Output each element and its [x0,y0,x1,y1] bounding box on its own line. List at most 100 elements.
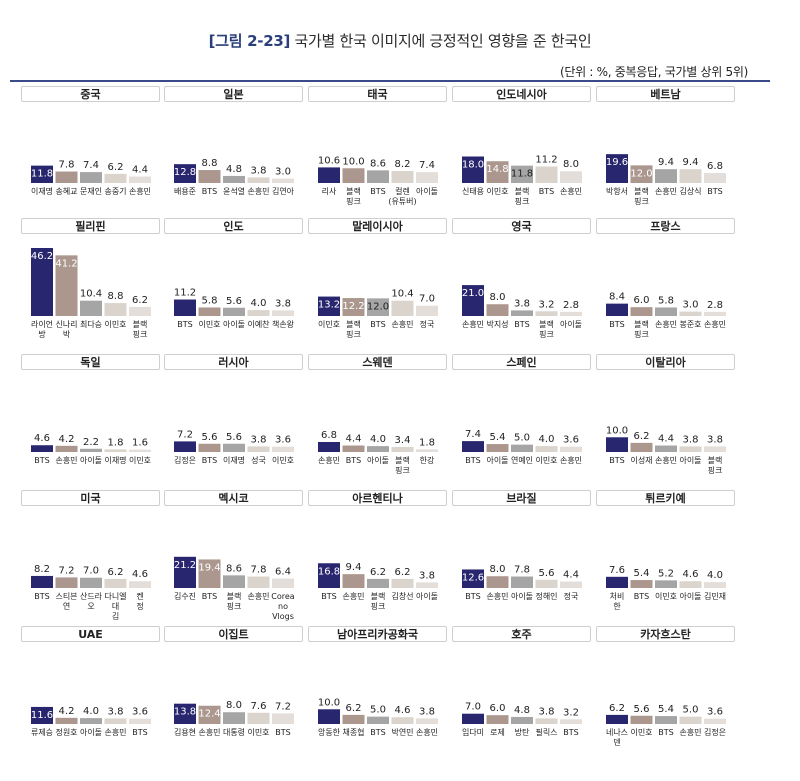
value-label: 14.8 [486,164,508,175]
panel-title: 스웨덴 [308,354,447,370]
bar [272,310,294,316]
panel-title: 인도네시아 [452,86,591,102]
category-label: 한강 [420,455,435,465]
bar [655,580,677,588]
bar [198,307,221,316]
value-label: 5.4 [634,568,650,579]
bar [560,719,582,724]
value-label: 7.0 [419,294,435,305]
value-label: 7.2 [275,701,291,712]
category-label: BTS [514,320,529,329]
bar [104,449,127,452]
value-label: 4.6 [34,433,50,444]
value-label: 7.4 [419,160,435,171]
category-label: 박연민 [391,727,413,737]
value-label: 7.4 [83,160,99,171]
category-label: 손흥민 [462,319,484,329]
bar [80,172,102,183]
panel-title: 영국 [452,218,591,234]
bar [655,445,677,452]
figure-label: [그림 2-23] [208,32,291,50]
bar [535,311,558,316]
category-label: 김용현 [174,727,196,737]
value-label: 5.8 [202,295,218,306]
category-label: 박항서 [606,186,628,196]
category-label: 이민호 [655,591,677,601]
bar [129,449,151,452]
bar [391,578,414,588]
bar [486,444,509,452]
bar [342,445,365,452]
value-label: 2.2 [83,437,99,448]
category-label: 이재명 [31,186,53,196]
bar [318,709,340,724]
bar [198,559,221,588]
bar [80,300,102,316]
bar [31,445,53,452]
value-label: 8.0 [490,564,506,575]
header-rule [10,80,770,82]
category-label: 책손왕 [272,319,295,329]
bar [55,445,78,452]
bar [606,154,628,183]
value-label: 7.2 [177,429,193,440]
category-label: 신나리 박 [55,320,77,339]
bar [535,718,558,724]
bar [704,172,726,183]
panel-title: 카자흐스탄 [596,626,735,642]
panel-title: 이탈리아 [596,354,735,370]
value-label: 4.0 [370,434,386,445]
category-label: 손흥민 [655,455,677,465]
bar [174,556,196,588]
bar [630,715,653,724]
category-label: 다니엘 대 김 [104,591,126,621]
value-label: 6.4 [275,567,291,578]
category-label: BTS [370,320,385,329]
bar [318,441,340,452]
bar [80,448,102,452]
panel-title: 이집트 [164,626,303,642]
bar [416,582,438,588]
value-label: 3.4 [395,435,411,446]
value-label: 9.4 [658,157,674,168]
category-label: BTS [370,187,385,196]
value-label: 5.6 [634,704,650,715]
value-label: 5.0 [514,433,530,444]
category-label: 김수진 [174,591,196,601]
category-label: 정해인 [535,591,557,601]
bar [391,717,414,724]
bar [486,304,509,316]
value-label: 21.2 [174,560,196,571]
category-label: 아이돌 [679,591,701,601]
panel-title: 남아프리카공화국 [308,626,447,642]
value-label: 8.2 [34,564,50,575]
bar [198,170,221,183]
bar [367,716,389,724]
value-label: 8.6 [370,158,386,169]
bar [174,164,196,183]
bar [198,705,221,724]
category-label: BTS [465,456,480,465]
value-label: 8.2 [395,159,411,170]
category-label: 블랙 핑크 [515,186,530,206]
country-chart: 10.0 BTS 6.2 이성재 4.4 손흥민 3.8 아이돌 3.8 블랙 핑크 [606,425,726,475]
value-label: 3.8 [251,165,267,176]
bar [511,576,533,588]
category-label: 이민호 [198,319,220,329]
bar [560,171,582,183]
category-label: 리사 [322,187,337,196]
value-label: 4.2 [59,706,75,717]
category-label: 손흥민 [318,455,340,465]
panel-title: 프랑스 [596,218,735,234]
bar [704,582,726,588]
bar [223,712,245,724]
category-label: BTS [177,320,192,329]
category-label: 이민호 [129,455,151,465]
value-label: 8.0 [490,292,506,303]
category-label: BTS [465,592,480,601]
value-label: 6.2 [370,567,386,578]
bar [80,718,102,724]
bar [367,298,389,316]
